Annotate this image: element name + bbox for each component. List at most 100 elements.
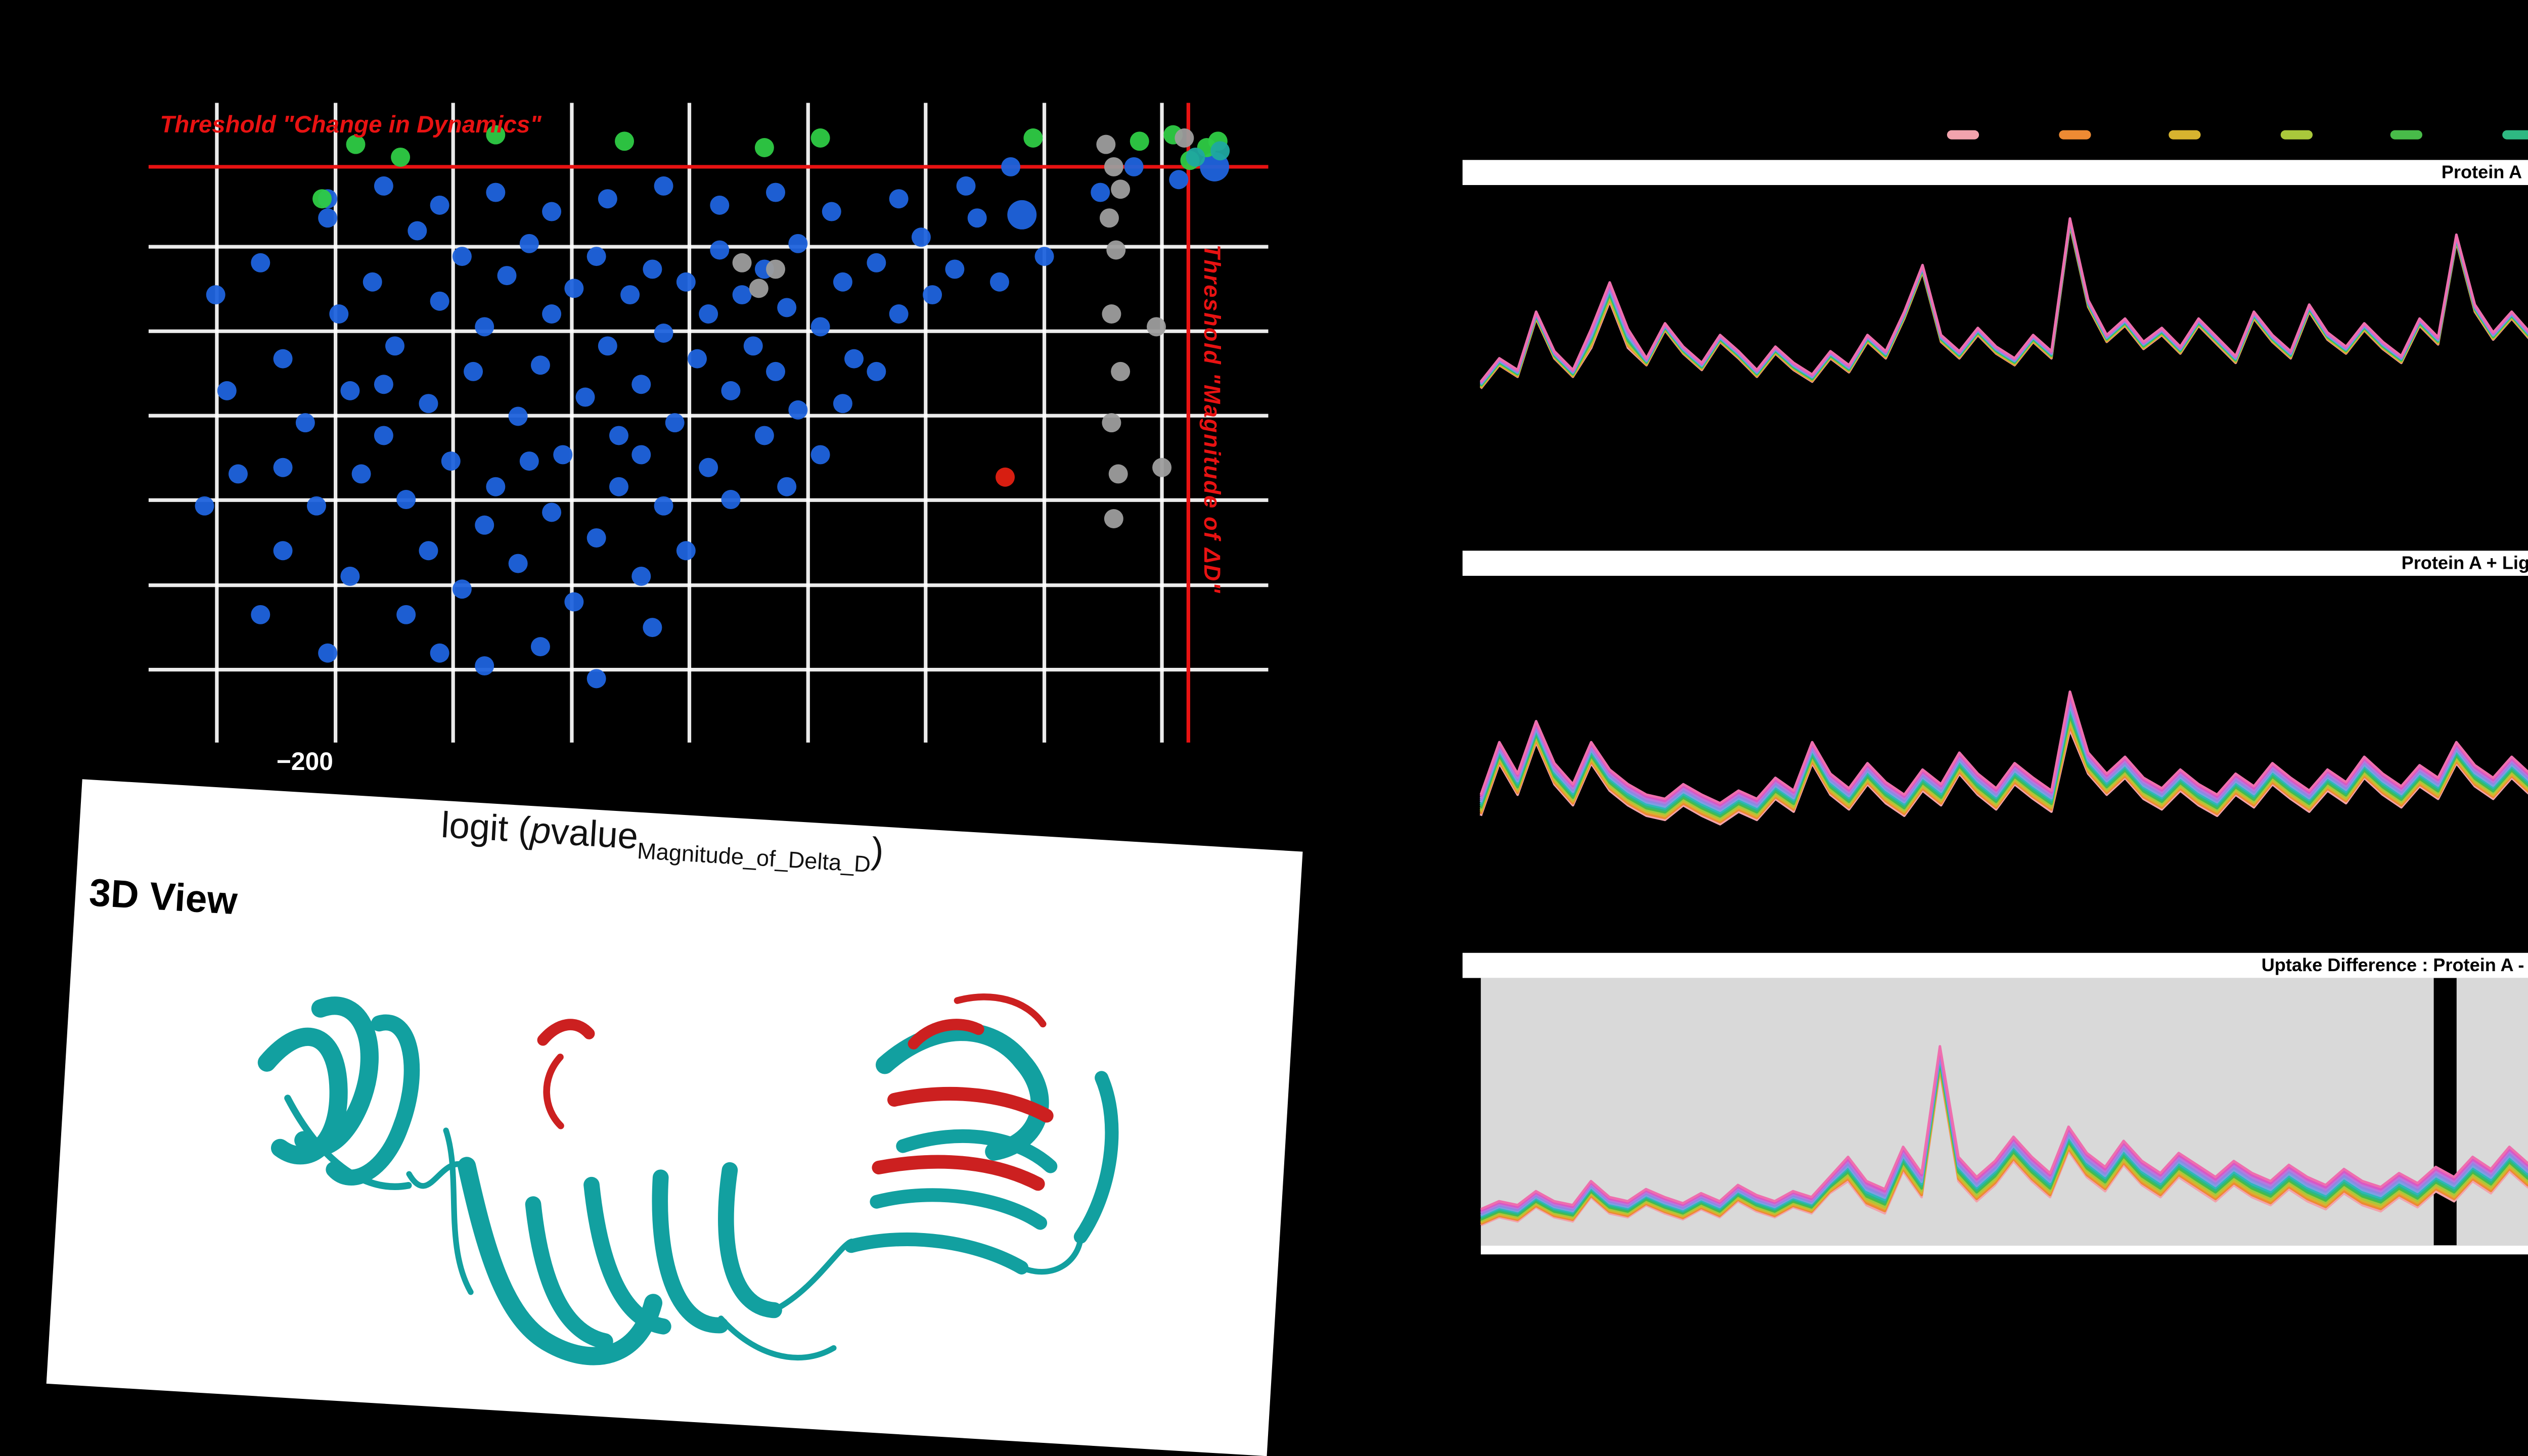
scatter-point-significant-change-in-dynamics[interactable] — [615, 131, 635, 151]
scatter-point-no-significant-change[interactable] — [665, 413, 685, 433]
scatter-point-no-significant-change[interactable] — [788, 234, 808, 253]
scatter-point-no-significant-change[interactable] — [340, 566, 360, 586]
scatter-point-no-significant-change[interactable] — [396, 605, 416, 624]
scatter-point-no-significant-change[interactable] — [867, 361, 886, 381]
scatter-point-no-significant-change[interactable] — [542, 503, 562, 522]
protein-3d-structure[interactable] — [179, 933, 1164, 1446]
scatter-point-no-significant-change[interactable] — [475, 515, 494, 535]
scatter-point-no-significant-change[interactable] — [833, 394, 852, 414]
scatter-point-no-significant-change[interactable] — [989, 272, 1009, 292]
scatter-point-no-significant-change[interactable] — [430, 291, 449, 311]
uptake-difference-chart[interactable] — [1462, 978, 2528, 1255]
scatter-point-no-significant-change[interactable] — [385, 336, 405, 356]
scatter-point-significant-change-in-dynamics[interactable] — [391, 147, 411, 167]
scatter-point-no-significant-change[interactable] — [419, 541, 438, 561]
scatter-point-no-significant-change[interactable] — [408, 221, 427, 241]
scatter-point-significant-change-in-dynamics[interactable] — [312, 189, 332, 209]
scatter-point-no-significant-change[interactable] — [620, 285, 640, 305]
scatter-point-below-threshold[interactable] — [1175, 128, 1194, 148]
scatter-point-no-significant-change[interactable] — [363, 272, 382, 292]
scatter-point-below-threshold[interactable] — [1152, 458, 1172, 477]
scatter-point-below-threshold[interactable] — [1147, 317, 1166, 337]
scatter-point-no-significant-change[interactable] — [228, 464, 248, 484]
scatter-point-no-significant-change[interactable] — [609, 477, 628, 496]
legend-swatch-2[interactable] — [2058, 130, 2090, 139]
scatter-point-no-significant-change[interactable] — [430, 195, 449, 215]
scatter-point-no-significant-change[interactable] — [351, 464, 371, 484]
scatter-point-below-threshold[interactable] — [749, 279, 769, 298]
scatter-point-no-significant-change[interactable] — [822, 202, 841, 221]
scatter-point-no-significant-change[interactable] — [889, 189, 909, 209]
scatter-point-no-significant-change[interactable] — [530, 637, 550, 657]
scatter-point-no-significant-change[interactable] — [676, 541, 696, 561]
scatter-point-no-significant-change[interactable] — [609, 426, 628, 445]
uptake-trace[interactable] — [1479, 223, 2528, 411]
scatter-point-no-significant-change[interactable] — [340, 381, 360, 400]
scatter-point-no-significant-change[interactable] — [631, 375, 651, 394]
scatter-point-no-significant-change[interactable] — [273, 349, 293, 369]
scatter-point-significant-magnitude[interactable] — [996, 467, 1015, 487]
scatter-point-no-significant-change[interactable] — [374, 375, 393, 394]
scatter-point-below-threshold[interactable] — [1111, 361, 1131, 381]
scatter-point-below-threshold[interactable] — [1108, 464, 1128, 484]
legend-swatch-1[interactable] — [1947, 130, 1979, 139]
scatter-point-no-significant-change[interactable] — [519, 451, 539, 471]
scatter-point-no-significant-change[interactable] — [318, 643, 338, 663]
scatter-point-no-significant-change[interactable] — [743, 336, 763, 356]
scatter-point-significant-change-in-dynamics[interactable] — [346, 134, 366, 154]
scatter-point-no-significant-change[interactable] — [329, 304, 349, 324]
scatter-point-no-significant-change[interactable] — [542, 202, 562, 221]
scatter-point-no-significant-change[interactable] — [475, 317, 494, 337]
uptake-trace[interactable] — [1479, 220, 2528, 386]
scatter-point-below-threshold[interactable] — [1111, 179, 1131, 199]
scatter-point-below-threshold[interactable] — [1104, 157, 1123, 176]
scatter-point-no-significant-change[interactable] — [206, 285, 225, 305]
scatter-point-below-threshold[interactable] — [1102, 413, 1121, 433]
scatter-point-no-significant-change[interactable] — [519, 234, 539, 253]
legend-swatch-5[interactable] — [2390, 130, 2423, 139]
scatter-point-no-significant-change[interactable] — [273, 458, 293, 477]
scatter-point-no-significant-change[interactable] — [1034, 247, 1054, 266]
scatter-point-no-significant-change[interactable] — [967, 208, 987, 228]
legend-swatch-6[interactable] — [2501, 130, 2528, 139]
scatter-point-no-significant-change[interactable] — [676, 272, 696, 292]
scatter-point-no-significant-change[interactable] — [631, 445, 651, 465]
scatter-point-no-significant-change[interactable] — [721, 490, 741, 510]
scatter-point-no-significant-change[interactable] — [1091, 183, 1110, 202]
scatter-point-no-significant-change[interactable] — [464, 361, 483, 381]
scatter-point-no-significant-change[interactable] — [777, 298, 797, 317]
scatter-point-below-threshold[interactable] — [732, 253, 752, 272]
scatter-point-below-threshold[interactable] — [1106, 240, 1126, 260]
scatter-point-no-significant-change[interactable] — [777, 477, 797, 496]
uptake-trace[interactable] — [1479, 224, 2528, 418]
scatter-point-no-significant-change[interactable] — [452, 579, 472, 599]
scatter-point-no-significant-change[interactable] — [911, 228, 931, 247]
scatter-point-no-significant-change[interactable] — [956, 176, 976, 196]
scatter-point-significant-change-in-dynamics[interactable] — [754, 138, 774, 157]
legend-swatch-3[interactable] — [2169, 130, 2201, 139]
scatter-point-no-significant-change[interactable] — [307, 496, 326, 516]
scatter-point-no-significant-change[interactable] — [732, 285, 752, 305]
uptake-trace[interactable] — [1479, 221, 2528, 389]
volcano-scatter-svg[interactable] — [148, 103, 1269, 743]
scatter-point-no-significant-change[interactable] — [553, 445, 573, 465]
scatter-point-no-significant-change[interactable] — [396, 490, 416, 510]
scatter-point-no-significant-change[interactable] — [598, 189, 617, 209]
scatter-point-no-significant-change[interactable] — [217, 381, 237, 400]
scatter-point-no-significant-change[interactable] — [586, 669, 606, 689]
scatter-point-no-significant-change[interactable] — [643, 259, 662, 279]
scatter-point-no-significant-change[interactable] — [586, 528, 606, 548]
scatter-point-no-significant-change[interactable] — [475, 656, 494, 676]
scatter-point-no-significant-change[interactable] — [508, 406, 528, 426]
scatter-point-significant-change-in-dynamics[interactable] — [1130, 131, 1149, 151]
uptake-trace[interactable] — [1479, 199, 2528, 383]
scatter-point-no-significant-change[interactable] — [710, 195, 730, 215]
uptake-chart-protein-a[interactable] — [1462, 185, 2528, 551]
scatter-point-no-significant-change[interactable] — [251, 253, 270, 272]
uptake-trace[interactable] — [1479, 220, 2528, 386]
scatter-point-no-significant-change[interactable] — [654, 496, 673, 516]
scatter-point-no-significant-change[interactable] — [688, 349, 707, 369]
scatter-point-no-significant-change[interactable] — [598, 336, 617, 356]
scatter-point-no-significant-change[interactable] — [295, 413, 315, 433]
uptake-trace[interactable] — [1480, 1045, 2528, 1211]
